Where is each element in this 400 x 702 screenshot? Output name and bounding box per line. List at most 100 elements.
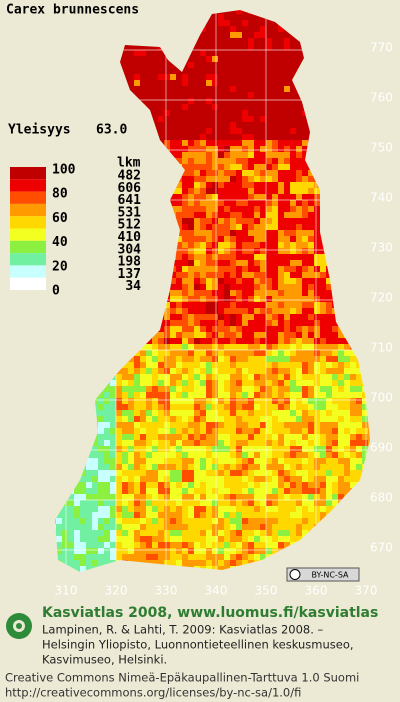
map-cell <box>86 428 92 434</box>
map-cell <box>98 182 104 188</box>
map-cell <box>248 464 254 470</box>
map-cell <box>98 476 104 482</box>
map-cell <box>182 374 188 380</box>
map-cell <box>284 434 290 440</box>
map-cell <box>266 230 272 236</box>
map-cell <box>230 86 236 92</box>
map-cell <box>110 386 116 392</box>
map-cell <box>194 206 200 212</box>
map-cell <box>290 20 296 26</box>
map-cell <box>206 494 212 500</box>
map-cell <box>284 50 290 56</box>
map-cell <box>62 416 68 422</box>
map-cell <box>302 338 308 344</box>
map-cell <box>308 164 314 170</box>
map-cell <box>68 62 74 68</box>
map-cell <box>278 506 284 512</box>
map-cell <box>230 458 236 464</box>
map-cell <box>314 158 320 164</box>
map-cell <box>62 446 68 452</box>
map-cell <box>224 488 230 494</box>
map-cell <box>254 182 260 188</box>
map-cell <box>146 344 152 350</box>
map-cell <box>104 536 110 542</box>
map-cell <box>308 14 314 20</box>
map-cell <box>74 536 80 542</box>
map-cell <box>272 470 278 476</box>
map-cell <box>182 224 188 230</box>
map-cell <box>272 224 278 230</box>
map-cell <box>68 548 74 554</box>
map-cell <box>86 548 92 554</box>
map-cell <box>74 182 80 188</box>
map-cell <box>230 296 236 302</box>
map-cell <box>284 26 290 32</box>
map-cell <box>278 284 284 290</box>
map-cell <box>296 500 302 506</box>
map-cell <box>80 392 86 398</box>
map-cell <box>212 542 218 548</box>
map-cell <box>314 308 320 314</box>
map-cell <box>320 152 326 158</box>
map-cell <box>230 272 236 278</box>
map-cell <box>296 134 302 140</box>
map-cell <box>80 20 86 26</box>
map-cell <box>86 392 92 398</box>
map-cell <box>254 32 260 38</box>
map-cell <box>55 152 56 158</box>
map-cell <box>206 116 212 122</box>
map-cell <box>212 392 218 398</box>
map-cell <box>278 248 284 254</box>
map-cell <box>350 56 356 62</box>
map-cell <box>272 386 278 392</box>
map-cell <box>128 146 134 152</box>
map-cell <box>284 416 290 422</box>
map-cell <box>212 254 218 260</box>
map-cell <box>302 212 308 218</box>
map-cell <box>356 50 362 56</box>
map-cell <box>182 158 188 164</box>
map-cell <box>164 380 170 386</box>
map-cell <box>224 326 230 332</box>
map-cell <box>224 290 230 296</box>
map-cell <box>140 458 146 464</box>
map-cell <box>284 200 290 206</box>
map-cell <box>146 560 152 566</box>
map-cell <box>122 392 128 398</box>
map-cell <box>302 296 308 302</box>
map-cell <box>152 524 158 530</box>
map-cell <box>320 38 326 44</box>
map-cell <box>260 290 266 296</box>
map-cell <box>224 338 230 344</box>
map-cell <box>98 542 104 548</box>
map-cell <box>320 386 326 392</box>
map-cell <box>308 464 314 470</box>
map-cell <box>254 362 260 368</box>
map-cell <box>86 212 92 218</box>
map-cell <box>260 116 266 122</box>
map-cell <box>254 200 260 206</box>
map-cell <box>140 10 146 14</box>
map-cell <box>338 530 344 536</box>
map-cell <box>356 176 362 182</box>
map-cell <box>128 482 134 488</box>
map-cell <box>218 134 224 140</box>
map-cell <box>152 320 158 326</box>
map-cell <box>278 428 284 434</box>
map-cell <box>248 302 254 308</box>
map-cell <box>212 500 218 506</box>
map-cell <box>182 284 188 290</box>
map-cell <box>332 38 338 44</box>
map-cell <box>116 530 122 536</box>
map-cell <box>140 362 146 368</box>
map-cell <box>170 212 176 218</box>
map-cell <box>152 548 158 554</box>
map-cell <box>176 140 182 146</box>
map-cell <box>362 386 368 392</box>
map-cell <box>176 86 182 92</box>
map-cell <box>356 272 362 278</box>
map-cell <box>338 548 344 554</box>
map-cell <box>200 134 206 140</box>
map-cell <box>134 416 140 422</box>
map-cell <box>332 326 338 332</box>
